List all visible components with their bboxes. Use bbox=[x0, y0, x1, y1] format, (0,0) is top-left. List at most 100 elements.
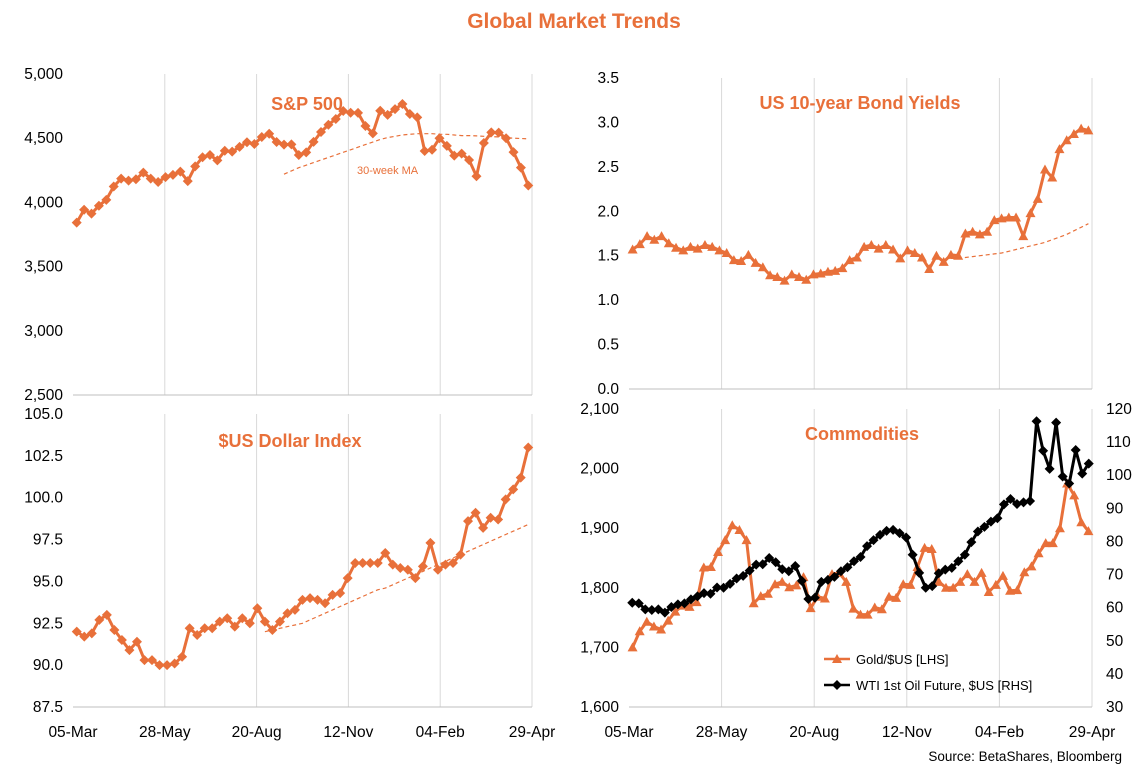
gold-point bbox=[983, 586, 994, 596]
bond-point bbox=[750, 257, 761, 267]
wti-point bbox=[914, 567, 925, 578]
bond-point bbox=[801, 274, 812, 284]
bond-point bbox=[671, 242, 682, 252]
gold-point bbox=[1012, 585, 1023, 595]
gold-point bbox=[933, 576, 944, 586]
usd-point bbox=[327, 589, 338, 600]
usd-y-tick-label: 87.5 bbox=[33, 699, 63, 716]
wti-point bbox=[627, 597, 638, 608]
bond-point bbox=[663, 238, 674, 248]
sp500-point bbox=[160, 172, 171, 183]
sp500-y-tick-label: 2,500 bbox=[24, 387, 63, 404]
usd-y-tick-label: 102.5 bbox=[24, 448, 63, 465]
gold-point bbox=[990, 579, 1001, 589]
gold-point bbox=[791, 580, 802, 590]
bond-point bbox=[953, 250, 964, 260]
sp500-point bbox=[71, 217, 82, 228]
usd-x-tick-label: 29-Apr bbox=[509, 724, 556, 741]
wti-point bbox=[698, 588, 709, 599]
gold-point bbox=[869, 602, 880, 612]
wti-point bbox=[705, 588, 716, 599]
usd-point bbox=[177, 651, 188, 662]
legend-wti-label: WTI 1st Oil Future, $US [RHS] bbox=[856, 678, 1032, 693]
gold-point bbox=[748, 598, 759, 608]
wti-point bbox=[1057, 471, 1068, 482]
sp500-point bbox=[515, 162, 526, 173]
usd-point bbox=[237, 613, 248, 624]
bond-point bbox=[714, 245, 725, 255]
wti-point bbox=[1077, 468, 1088, 479]
bond-point bbox=[794, 272, 805, 282]
sp500-point bbox=[478, 137, 489, 148]
wti-point bbox=[862, 541, 873, 552]
bond-point bbox=[1061, 135, 1072, 145]
usd-point bbox=[320, 598, 331, 609]
gold-point bbox=[841, 576, 852, 586]
sp500-point bbox=[212, 155, 223, 166]
wti-point bbox=[875, 529, 886, 540]
sp500-point bbox=[456, 148, 467, 159]
wti-point bbox=[1031, 416, 1042, 427]
sp500-point bbox=[360, 121, 371, 132]
sp500-y-tick-label: 4,500 bbox=[24, 130, 63, 147]
sp500-point bbox=[167, 169, 178, 180]
usd-point bbox=[252, 603, 263, 614]
sp500-point bbox=[338, 105, 349, 116]
wti-point bbox=[633, 598, 644, 609]
commod-x-tick-label: 12-Nov bbox=[882, 724, 932, 741]
dollar-index-title: $US Dollar Index bbox=[218, 431, 361, 451]
commod-x-tick-label: 20-Aug bbox=[789, 724, 839, 741]
sp500-point bbox=[316, 127, 327, 138]
usd-y-tick-label: 95.0 bbox=[33, 573, 64, 590]
bond-point bbox=[699, 240, 710, 250]
usd-point bbox=[229, 621, 240, 632]
usd-point bbox=[162, 660, 173, 671]
sp500-point bbox=[116, 173, 127, 184]
bond-point bbox=[1083, 125, 1094, 135]
wti-point bbox=[992, 513, 1003, 524]
sp500-y-tick-label: 5,000 bbox=[24, 66, 63, 83]
wti-point bbox=[640, 604, 651, 615]
sp500-point bbox=[390, 104, 401, 115]
commod-yr-tick-label: 80 bbox=[1106, 533, 1124, 550]
bond-point bbox=[931, 250, 942, 260]
usd-point bbox=[402, 564, 413, 575]
usd-y-tick-label: 105.0 bbox=[24, 406, 63, 423]
wti-point bbox=[1025, 496, 1036, 507]
wti-point bbox=[946, 562, 957, 573]
bond-y-tick-label: 1.0 bbox=[597, 292, 619, 309]
usd-point bbox=[478, 522, 489, 533]
usd-point bbox=[169, 658, 180, 669]
wti-point bbox=[998, 499, 1009, 510]
grid-layer bbox=[164, 74, 1093, 707]
gold-point bbox=[1083, 526, 1094, 536]
sp500-point bbox=[449, 150, 460, 161]
usd-point bbox=[192, 630, 203, 641]
usd-point bbox=[267, 624, 278, 635]
bond-point bbox=[822, 266, 833, 276]
bond-point bbox=[924, 264, 935, 274]
gold-point bbox=[1026, 561, 1037, 571]
gold-point bbox=[969, 576, 980, 586]
commod-x-tick-label: 28-May bbox=[696, 724, 748, 741]
gold-point bbox=[1076, 517, 1087, 527]
gold-point bbox=[755, 591, 766, 601]
wti-point bbox=[1044, 463, 1055, 474]
commod-yr-tick-label: 50 bbox=[1106, 633, 1124, 650]
bond-point bbox=[707, 241, 718, 251]
bond-point bbox=[880, 240, 891, 250]
sp500-point bbox=[486, 127, 497, 138]
sp500-point bbox=[412, 112, 423, 123]
bond-line bbox=[631, 127, 1089, 283]
commod-yr-tick-label: 100 bbox=[1106, 467, 1132, 484]
gold-point bbox=[627, 642, 638, 652]
sp500-point bbox=[241, 137, 252, 148]
sp500-point bbox=[234, 141, 245, 152]
usd-point bbox=[214, 616, 225, 627]
bond-point bbox=[1011, 212, 1022, 222]
wti-point bbox=[901, 532, 912, 543]
sp500-point bbox=[501, 133, 512, 144]
bond-y-tick-label: 0.0 bbox=[597, 381, 619, 398]
usd-point bbox=[184, 623, 195, 634]
usd-point bbox=[350, 558, 361, 569]
